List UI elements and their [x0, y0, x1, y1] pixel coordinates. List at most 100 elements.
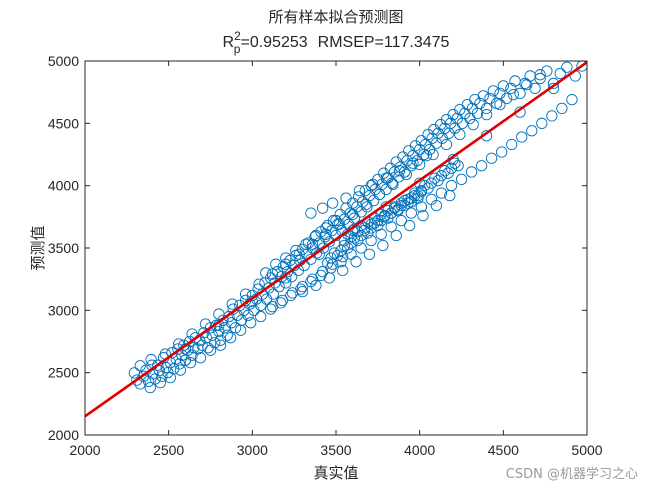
data-point	[253, 278, 265, 290]
data-point	[390, 229, 402, 242]
data-point	[403, 219, 416, 232]
data-point	[561, 61, 573, 73]
data-point	[316, 266, 329, 278]
data-point	[373, 188, 386, 201]
data-point	[465, 166, 478, 178]
y-tick-label: 4000	[48, 178, 79, 194]
axis-ticks: 2000 2500 3000 3500 4000 4500 5000 2000 2500 3000…	[48, 53, 603, 458]
data-point	[497, 80, 509, 92]
y-tick-label: 5000	[48, 53, 79, 69]
data-point	[286, 287, 299, 299]
data-point	[387, 178, 399, 191]
data-point	[285, 289, 297, 302]
data-point	[320, 222, 332, 234]
data-point	[348, 232, 361, 244]
data-point	[405, 207, 417, 219]
data-point	[199, 318, 212, 330]
chart-title: 所有样本拟合预测图	[268, 8, 403, 26]
data-point	[239, 288, 252, 300]
data-point	[414, 158, 426, 171]
data-point	[400, 168, 412, 181]
data-point	[505, 82, 517, 95]
data-point	[398, 166, 411, 178]
data-point	[276, 294, 289, 307]
x-tick-label: 4500	[488, 442, 519, 458]
fit-line	[84, 61, 588, 418]
data-point	[338, 239, 351, 252]
data-point	[368, 217, 381, 229]
data-point	[430, 199, 443, 212]
y-tick-label: 2000	[48, 427, 79, 443]
data-point	[367, 194, 380, 207]
data-point	[337, 251, 349, 263]
data-point	[534, 69, 546, 81]
data-point	[209, 337, 221, 349]
data-point	[280, 252, 292, 264]
data-point	[507, 89, 520, 101]
data-point	[521, 79, 533, 91]
chart-subtitle: R2 p=0.95253 RMSEP=117.3475	[223, 29, 450, 56]
data-point	[202, 342, 214, 354]
data-point	[194, 352, 207, 364]
data-point	[173, 358, 186, 370]
data-point	[529, 82, 541, 95]
data-point	[509, 75, 521, 87]
data-point	[269, 277, 281, 289]
data-point	[480, 102, 493, 115]
data-point	[554, 67, 566, 80]
data-point	[144, 381, 156, 394]
r-value: =0.95253	[240, 34, 307, 51]
data-point	[427, 148, 439, 161]
data-point	[365, 234, 377, 247]
data-point	[317, 242, 330, 254]
data-point	[326, 258, 339, 270]
x-tick-label: 2500	[153, 442, 184, 458]
data-point	[480, 108, 493, 121]
data-point	[501, 92, 513, 105]
y-tick-label: 3500	[48, 240, 79, 256]
data-point	[408, 187, 421, 199]
data-point	[388, 202, 401, 214]
data-point	[415, 135, 427, 147]
data-point	[296, 280, 309, 293]
data-point	[393, 165, 406, 177]
data-point	[452, 160, 464, 172]
y-tick-label: 3000	[48, 302, 79, 318]
data-point	[419, 180, 431, 192]
data-point	[229, 322, 242, 334]
y-tick-label: 4500	[48, 115, 79, 131]
r-subscript: p	[234, 42, 241, 56]
data-point	[266, 300, 279, 313]
data-point	[455, 173, 468, 186]
data-point	[445, 180, 458, 192]
data-point	[347, 208, 359, 220]
data-point	[360, 198, 372, 211]
data-point	[234, 324, 247, 336]
data-point	[367, 178, 379, 191]
data-point	[335, 256, 347, 268]
data-point	[305, 207, 317, 219]
data-point	[323, 272, 335, 284]
data-point	[131, 374, 143, 386]
data-point	[420, 150, 433, 162]
data-point	[454, 128, 466, 141]
data-point	[417, 209, 429, 222]
data-point	[355, 242, 367, 254]
data-point	[377, 239, 389, 252]
data-point	[221, 329, 233, 341]
data-point	[267, 288, 279, 300]
x-tick-label: 2000	[69, 442, 100, 458]
data-point	[536, 117, 548, 129]
data-point	[290, 244, 302, 257]
data-point	[350, 256, 362, 268]
data-point	[327, 214, 340, 227]
data-point	[255, 310, 267, 323]
data-point	[353, 184, 366, 197]
data-point	[546, 110, 558, 122]
rmsep-value: RMSEP=117.3475	[318, 34, 450, 51]
data-point	[265, 303, 277, 315]
data-point	[440, 138, 453, 151]
data-point	[444, 189, 456, 202]
data-point	[556, 102, 568, 115]
